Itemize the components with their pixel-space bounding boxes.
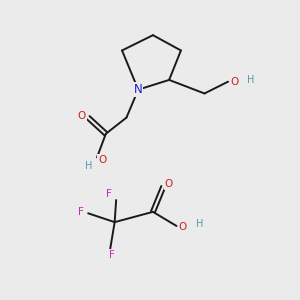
- Text: H: H: [247, 75, 255, 85]
- Text: O: O: [78, 111, 86, 121]
- Text: O: O: [179, 222, 187, 233]
- Text: F: F: [78, 207, 84, 217]
- Text: O: O: [164, 179, 173, 189]
- Text: F: F: [109, 250, 115, 260]
- Text: H: H: [85, 160, 92, 171]
- Text: F: F: [106, 189, 112, 199]
- Text: O: O: [230, 77, 238, 87]
- Text: H: H: [196, 219, 203, 229]
- Text: N: N: [134, 83, 142, 96]
- Text: O: O: [98, 155, 106, 165]
